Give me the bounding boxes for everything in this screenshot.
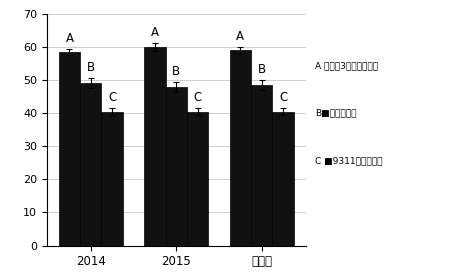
Text: B: B: [172, 65, 180, 78]
Text: B: B: [87, 61, 95, 74]
Text: C: C: [194, 91, 202, 104]
Bar: [102, 112, 123, 246]
Bar: [80, 83, 102, 246]
Bar: [251, 85, 273, 246]
Bar: [273, 112, 294, 246]
Bar: [230, 50, 251, 246]
Bar: [187, 112, 208, 246]
Text: C: C: [279, 91, 287, 104]
Text: C ■9311纯合基因型: C ■9311纯合基因型: [315, 156, 383, 165]
Text: B■杂合基因型: B■杂合基因型: [315, 109, 356, 118]
Bar: [59, 52, 80, 246]
Text: A: A: [65, 32, 73, 45]
Text: A: A: [236, 30, 244, 43]
Text: A: A: [151, 26, 159, 39]
Bar: [165, 87, 187, 246]
Text: A 荷花塘3号纯合基因型: A 荷花塘3号纯合基因型: [315, 61, 378, 70]
Bar: [144, 47, 165, 246]
Text: C: C: [108, 91, 116, 104]
Text: B: B: [258, 63, 266, 76]
